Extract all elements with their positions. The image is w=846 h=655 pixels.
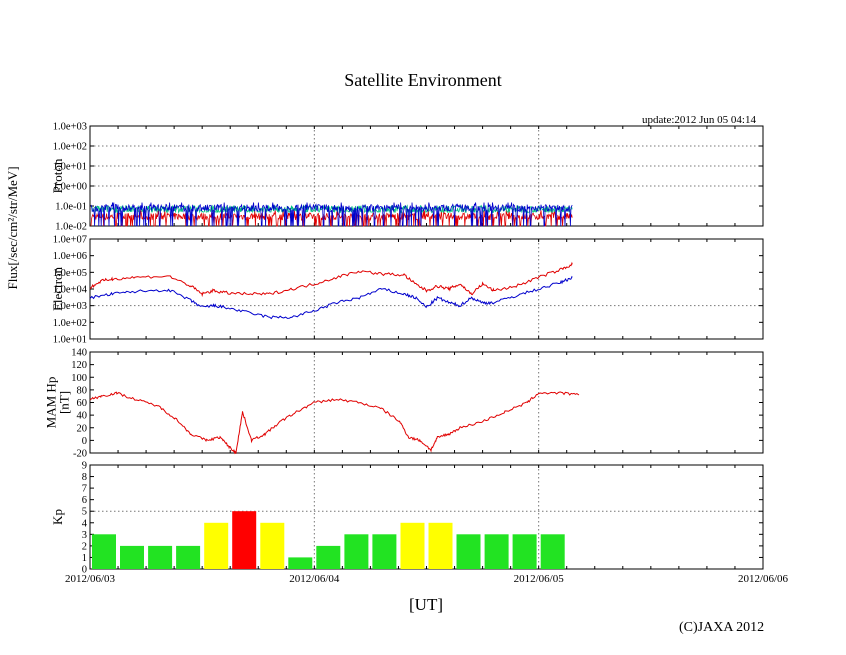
electron-panel — [89, 238, 764, 340]
mam_hp-y-tick-label: 40 — [77, 411, 88, 422]
kp-bar — [512, 534, 537, 569]
kp-bar — [232, 511, 257, 569]
mam_hp-frame — [89, 351, 764, 454]
electron-y-tick-label: 1.0e+07 — [53, 235, 87, 246]
proton-y-tick-label: 1.0e+01 — [53, 162, 87, 173]
proton-y-tick-label: 1.0e-02 — [55, 222, 87, 233]
proton-panel — [89, 125, 764, 227]
kp-y-tick-label: 2 — [82, 541, 87, 552]
kp-bar — [540, 534, 565, 569]
kp-bar — [344, 534, 369, 569]
proton-series-blue — [90, 202, 573, 227]
copyright-notice: (C)JAXA 2012 — [679, 620, 765, 635]
proton-y-tick-label: 1.0e+02 — [53, 142, 87, 153]
kp-y-tick-label: 8 — [82, 472, 87, 483]
electron-series-red — [89, 261, 573, 298]
proton-y-tick-label: 1.0e+03 — [53, 122, 87, 133]
kp-y-tick-label: 6 — [82, 495, 87, 506]
kp-bar — [428, 522, 453, 569]
mam_hp-y-label: MAM Hp — [44, 377, 59, 429]
electron-y-tick-label: 1.0e+06 — [53, 251, 87, 262]
electron-y-tick-label: 1.0e+04 — [53, 285, 88, 296]
kp-bar — [316, 545, 341, 569]
kp-y-label: Kp — [50, 509, 65, 525]
mam_hp-y-tick-label: 20 — [77, 423, 88, 434]
kp-y-tick-label: 9 — [82, 461, 87, 472]
electron-y-tick-label: 1.0e+05 — [53, 268, 87, 279]
flux-axis-label: Flux[/sec/cm²/str/MeV] — [5, 166, 20, 289]
proton-y-tick-label: 1.0e-01 — [55, 202, 87, 213]
kp-bar — [204, 522, 229, 569]
proton-y-tick-label: 1.0e+00 — [53, 182, 87, 193]
kp-y-tick-label: 0 — [82, 565, 87, 576]
electron-y-tick-label: 1.0e+03 — [53, 301, 87, 312]
kp-bar — [148, 545, 173, 569]
kp-bar — [400, 522, 425, 569]
electron-y-label: Electron — [50, 266, 65, 311]
kp-y-tick-label: 4 — [82, 518, 88, 529]
mam_hp-series-red — [89, 391, 580, 455]
mam_hp-y-tick-label: -20 — [73, 449, 87, 460]
mam_hp-y-tick-label: 60 — [77, 398, 88, 409]
mam_hp-y-tick-label: 100 — [71, 373, 87, 384]
kp-bar — [260, 522, 285, 569]
electron-y-tick-label: 1.0e+01 — [53, 335, 87, 346]
kp-y-tick-label: 7 — [82, 484, 87, 495]
kp-bar — [456, 534, 481, 569]
x-tick-label: 2012/06/03 — [65, 573, 116, 585]
x-tick-label: 2012/06/06 — [738, 573, 789, 585]
mam_hp-y-tick-label: 120 — [71, 360, 87, 371]
kp-bar — [176, 545, 201, 569]
electron-series-blue — [89, 275, 573, 320]
x-tick-label: 2012/06/05 — [514, 573, 565, 585]
chart-title: Satellite Environment — [344, 70, 502, 90]
kp-bar — [484, 534, 509, 569]
x-tick-label: 2012/06/04 — [289, 573, 340, 585]
x-axis-label: [UT] — [409, 595, 443, 614]
mam_hp-y-tick-label: 80 — [77, 385, 88, 396]
kp-bar — [372, 534, 397, 569]
electron-y-tick-label: 1.0e+02 — [53, 318, 87, 329]
kp-bar — [120, 545, 144, 569]
proton-y-label: Proton — [50, 158, 65, 193]
mam_hp-panel — [89, 351, 764, 455]
mam_hp-y-tick-label: 0 — [82, 436, 87, 447]
kp-y-tick-label: 1 — [82, 553, 87, 564]
electron-frame — [89, 238, 764, 340]
kp-y-tick-label: 3 — [82, 530, 87, 541]
kp-bar — [92, 534, 116, 569]
kp-y-tick-label: 5 — [82, 507, 87, 518]
mam_hp-y-tick-label: 140 — [71, 348, 87, 359]
mam_hp-y-label: [nT] — [57, 391, 72, 414]
update-timestamp: update:2012 Jun 05 04:14 — [642, 114, 756, 126]
kp-panel — [89, 464, 764, 570]
kp-bar — [288, 557, 313, 569]
